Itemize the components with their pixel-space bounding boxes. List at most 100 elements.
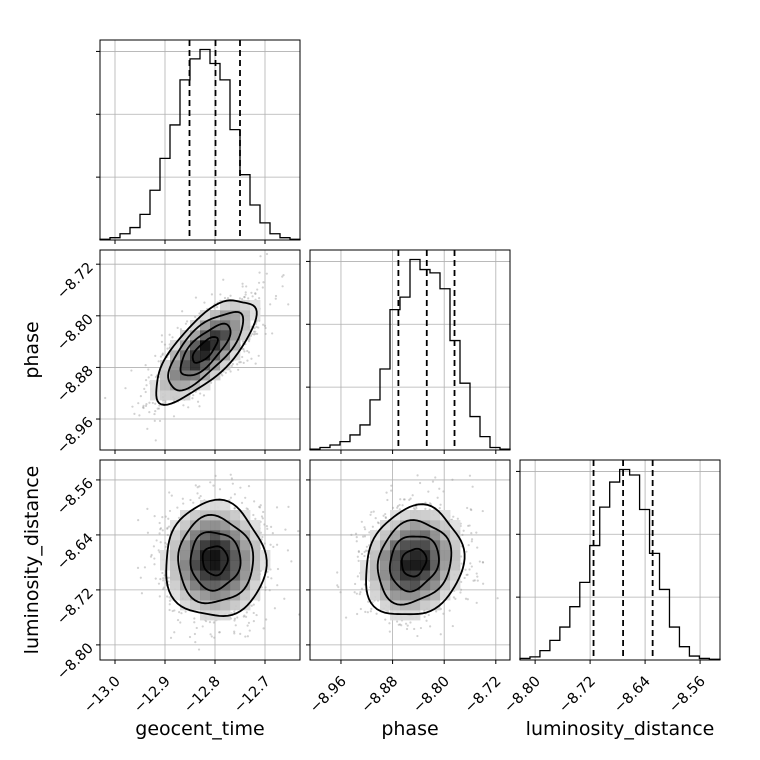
sample-point xyxy=(244,293,247,296)
density-cell xyxy=(390,570,401,581)
sample-point xyxy=(264,586,267,589)
sample-point xyxy=(259,255,262,258)
sample-point xyxy=(434,476,437,479)
density-cell xyxy=(210,330,221,341)
sample-point xyxy=(272,545,275,548)
sample-point xyxy=(194,296,198,299)
density-cell xyxy=(220,550,231,561)
density-cell xyxy=(240,310,251,321)
sample-point xyxy=(139,576,142,579)
sample-point xyxy=(243,295,246,299)
sample-point xyxy=(164,541,167,545)
sample-point xyxy=(196,400,200,403)
sample-point xyxy=(222,278,225,281)
sample-point xyxy=(209,481,212,484)
density-cell xyxy=(180,350,191,361)
sample-point xyxy=(242,348,245,351)
density-cell xyxy=(380,600,391,611)
panel-luminosity-distance-vs-phase xyxy=(306,459,511,664)
sample-point xyxy=(270,577,273,580)
sample-point xyxy=(356,575,359,578)
sample-point xyxy=(243,295,246,299)
x-tick-label: −8.72 xyxy=(462,674,505,717)
contours xyxy=(365,503,466,616)
sample-point xyxy=(356,612,359,616)
sample-point xyxy=(160,340,164,343)
density-cell xyxy=(450,520,461,531)
x-tick-label: −13.0 xyxy=(81,674,124,717)
density-cell xyxy=(240,510,251,521)
sample-point xyxy=(166,533,169,537)
sample-point xyxy=(142,406,145,410)
sample-point xyxy=(261,286,264,289)
sample-point xyxy=(170,494,173,497)
x-tick-label: −8.96 xyxy=(307,674,350,717)
density-cell xyxy=(190,360,201,371)
sample-point xyxy=(363,554,366,558)
sample-point xyxy=(247,621,251,624)
sample-point xyxy=(178,611,181,614)
sample-point xyxy=(244,635,247,638)
sample-point xyxy=(230,364,233,367)
density-cell xyxy=(450,530,461,541)
sample-point xyxy=(161,529,164,532)
sample-point xyxy=(357,559,360,563)
y-tick-label: −8.96 xyxy=(54,415,97,458)
density-cell xyxy=(190,320,201,331)
sample-point xyxy=(363,550,366,553)
sample-point xyxy=(219,293,222,296)
panel-marginal-luminosity-distance xyxy=(516,459,721,664)
sample-point xyxy=(266,527,269,530)
sample-point xyxy=(210,293,214,296)
density-cell xyxy=(190,600,201,611)
sample-point xyxy=(382,514,385,517)
density-cell xyxy=(190,510,201,521)
sample-point xyxy=(253,327,256,330)
sample-point xyxy=(263,542,266,545)
sample-point xyxy=(136,566,140,569)
sample-point xyxy=(252,513,255,517)
sample-point xyxy=(275,543,279,546)
sample-point xyxy=(452,596,456,599)
gridlines xyxy=(310,250,510,450)
sample-point xyxy=(239,632,242,635)
density-cell xyxy=(220,540,231,551)
density-cell xyxy=(190,330,201,341)
sample-point xyxy=(265,272,268,275)
axes-background xyxy=(520,460,720,660)
sample-point xyxy=(141,406,145,409)
density-cell xyxy=(170,540,181,551)
y-tick-label: −8.80 xyxy=(54,311,97,354)
sample-point xyxy=(168,333,171,336)
sample-point xyxy=(281,275,284,278)
sample-point xyxy=(181,310,184,313)
sample-point xyxy=(287,303,290,306)
sample-point xyxy=(254,517,257,521)
sample-point xyxy=(406,624,409,627)
sample-point xyxy=(163,343,167,346)
sample-point xyxy=(354,532,358,535)
sample-point xyxy=(476,579,479,582)
sample-point xyxy=(355,540,358,543)
sample-point xyxy=(154,439,157,442)
sample-point xyxy=(233,507,236,510)
density-cell xyxy=(440,520,451,531)
sample-point xyxy=(131,405,134,408)
sample-point xyxy=(184,610,187,613)
sample-point xyxy=(229,294,232,297)
density-cell xyxy=(220,360,231,371)
sample-point xyxy=(140,592,144,595)
sample-point xyxy=(157,549,160,552)
sample-point xyxy=(472,579,475,582)
sample-point xyxy=(265,618,268,621)
density-cell xyxy=(190,350,201,361)
sample-point xyxy=(475,601,478,604)
axes-frame xyxy=(309,459,511,661)
sample-point xyxy=(365,545,369,548)
sample-point xyxy=(233,506,236,510)
sample-point xyxy=(423,615,426,618)
sample-point xyxy=(146,427,149,430)
sample-point xyxy=(259,531,263,534)
sample-point xyxy=(369,610,372,613)
sample-point xyxy=(262,323,265,326)
